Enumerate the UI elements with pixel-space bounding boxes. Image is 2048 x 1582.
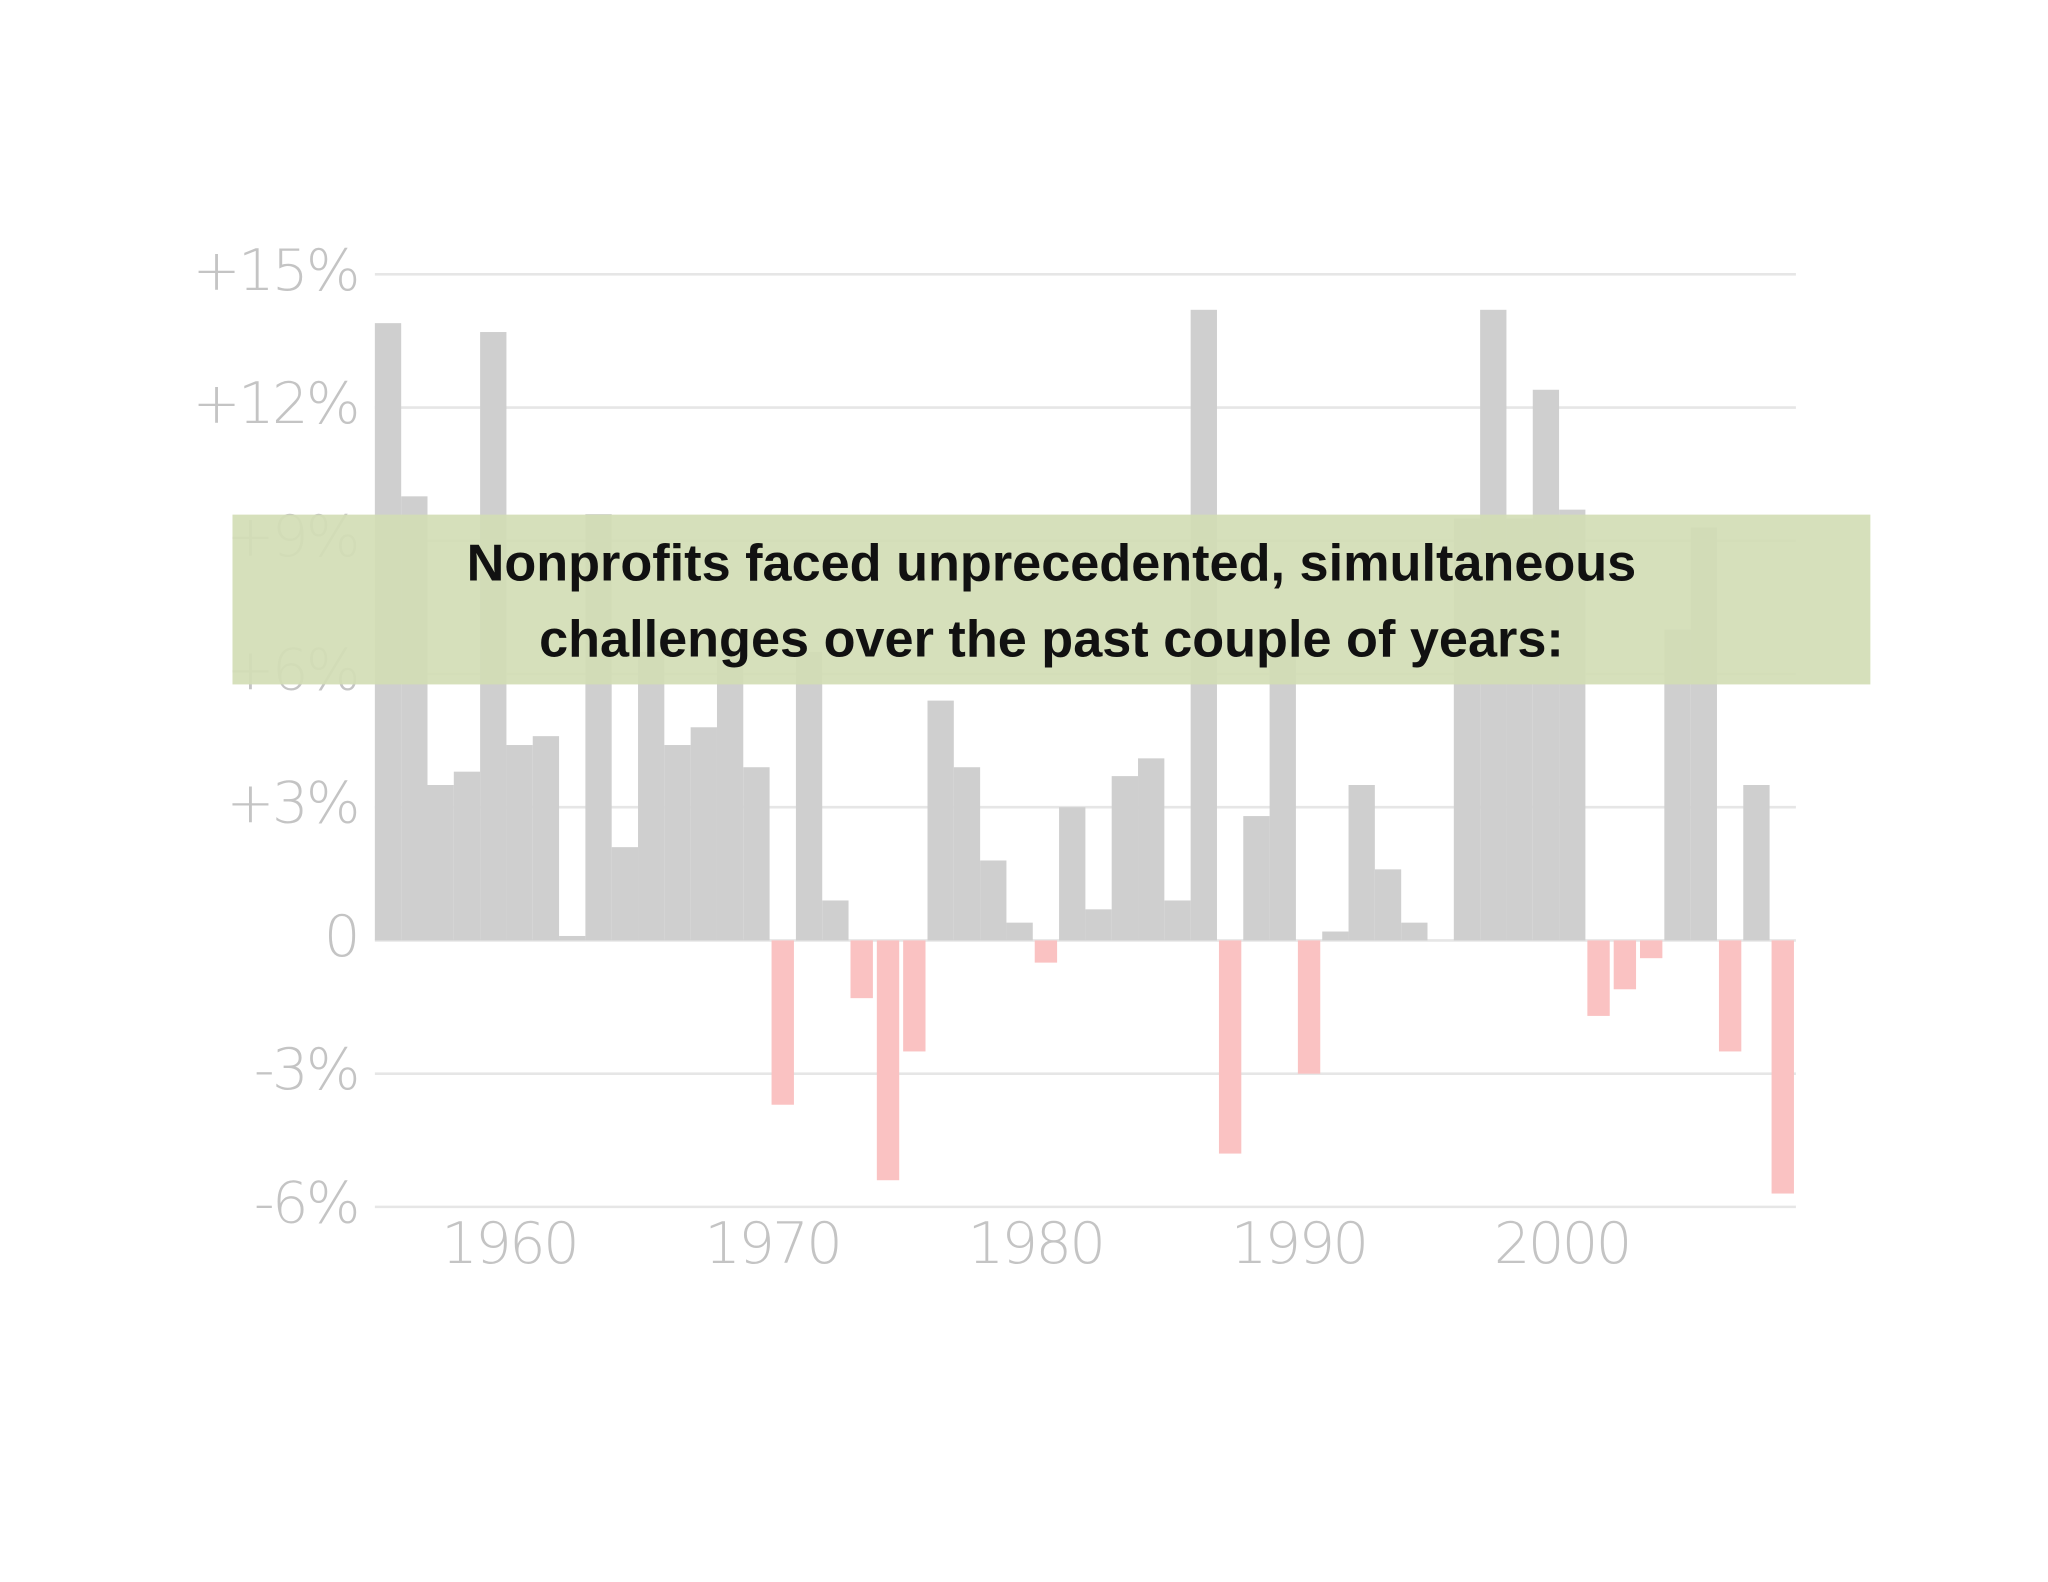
bar xyxy=(1771,940,1794,1194)
bar xyxy=(611,847,639,941)
bar xyxy=(559,935,586,941)
bar xyxy=(743,767,770,941)
x-tick-label: 1980 xyxy=(968,1210,1104,1277)
bar xyxy=(638,651,665,941)
bar xyxy=(716,651,744,941)
bar xyxy=(1374,869,1402,941)
y-tick-label: 0 xyxy=(324,903,358,970)
bar xyxy=(1085,909,1112,941)
bar xyxy=(1034,940,1058,963)
bar xyxy=(1322,931,1349,941)
bar xyxy=(1243,816,1270,941)
chart-title: challenges over the past couple of years… xyxy=(539,610,1564,668)
bar xyxy=(453,771,481,941)
bar xyxy=(1059,807,1086,941)
bar xyxy=(850,940,873,999)
bar xyxy=(1401,922,1428,941)
bar xyxy=(532,736,560,941)
x-tick-label: 1990 xyxy=(1231,1210,1367,1277)
bar xyxy=(1138,758,1165,941)
bar xyxy=(1297,940,1321,1074)
bar xyxy=(822,900,849,941)
y-tick-label: -6% xyxy=(254,1169,358,1236)
x-tick-label: 1960 xyxy=(441,1210,577,1277)
chart-title: Nonprofits faced unprecedented, simultan… xyxy=(467,535,1637,593)
bar xyxy=(1718,940,1742,1052)
title-banner xyxy=(232,514,1871,685)
bar xyxy=(903,940,926,1052)
y-tick-label: +12% xyxy=(192,370,357,437)
bar xyxy=(1269,651,1296,941)
bar xyxy=(953,767,981,941)
y-tick-label: +3% xyxy=(226,770,357,837)
bar xyxy=(427,784,454,941)
y-tick-label: +15% xyxy=(192,237,357,304)
bar xyxy=(1164,900,1191,941)
bar xyxy=(1613,940,1637,990)
bar xyxy=(1743,784,1770,941)
bar xyxy=(1218,940,1242,1154)
bar xyxy=(980,860,1007,941)
bar xyxy=(771,940,794,1105)
bar xyxy=(1639,940,1663,959)
bar xyxy=(690,727,717,941)
bar xyxy=(876,940,900,1181)
x-tick-label: 1970 xyxy=(704,1210,840,1277)
y-tick-label: -3% xyxy=(254,1036,358,1103)
bar xyxy=(795,651,823,941)
bar xyxy=(1111,776,1139,941)
bar xyxy=(1587,940,1610,1016)
bar xyxy=(927,700,954,941)
bar xyxy=(1348,784,1375,941)
bar xyxy=(664,745,691,941)
x-tick-label: 2000 xyxy=(1494,1210,1630,1277)
bar xyxy=(1006,922,1033,941)
bar xyxy=(506,745,533,941)
